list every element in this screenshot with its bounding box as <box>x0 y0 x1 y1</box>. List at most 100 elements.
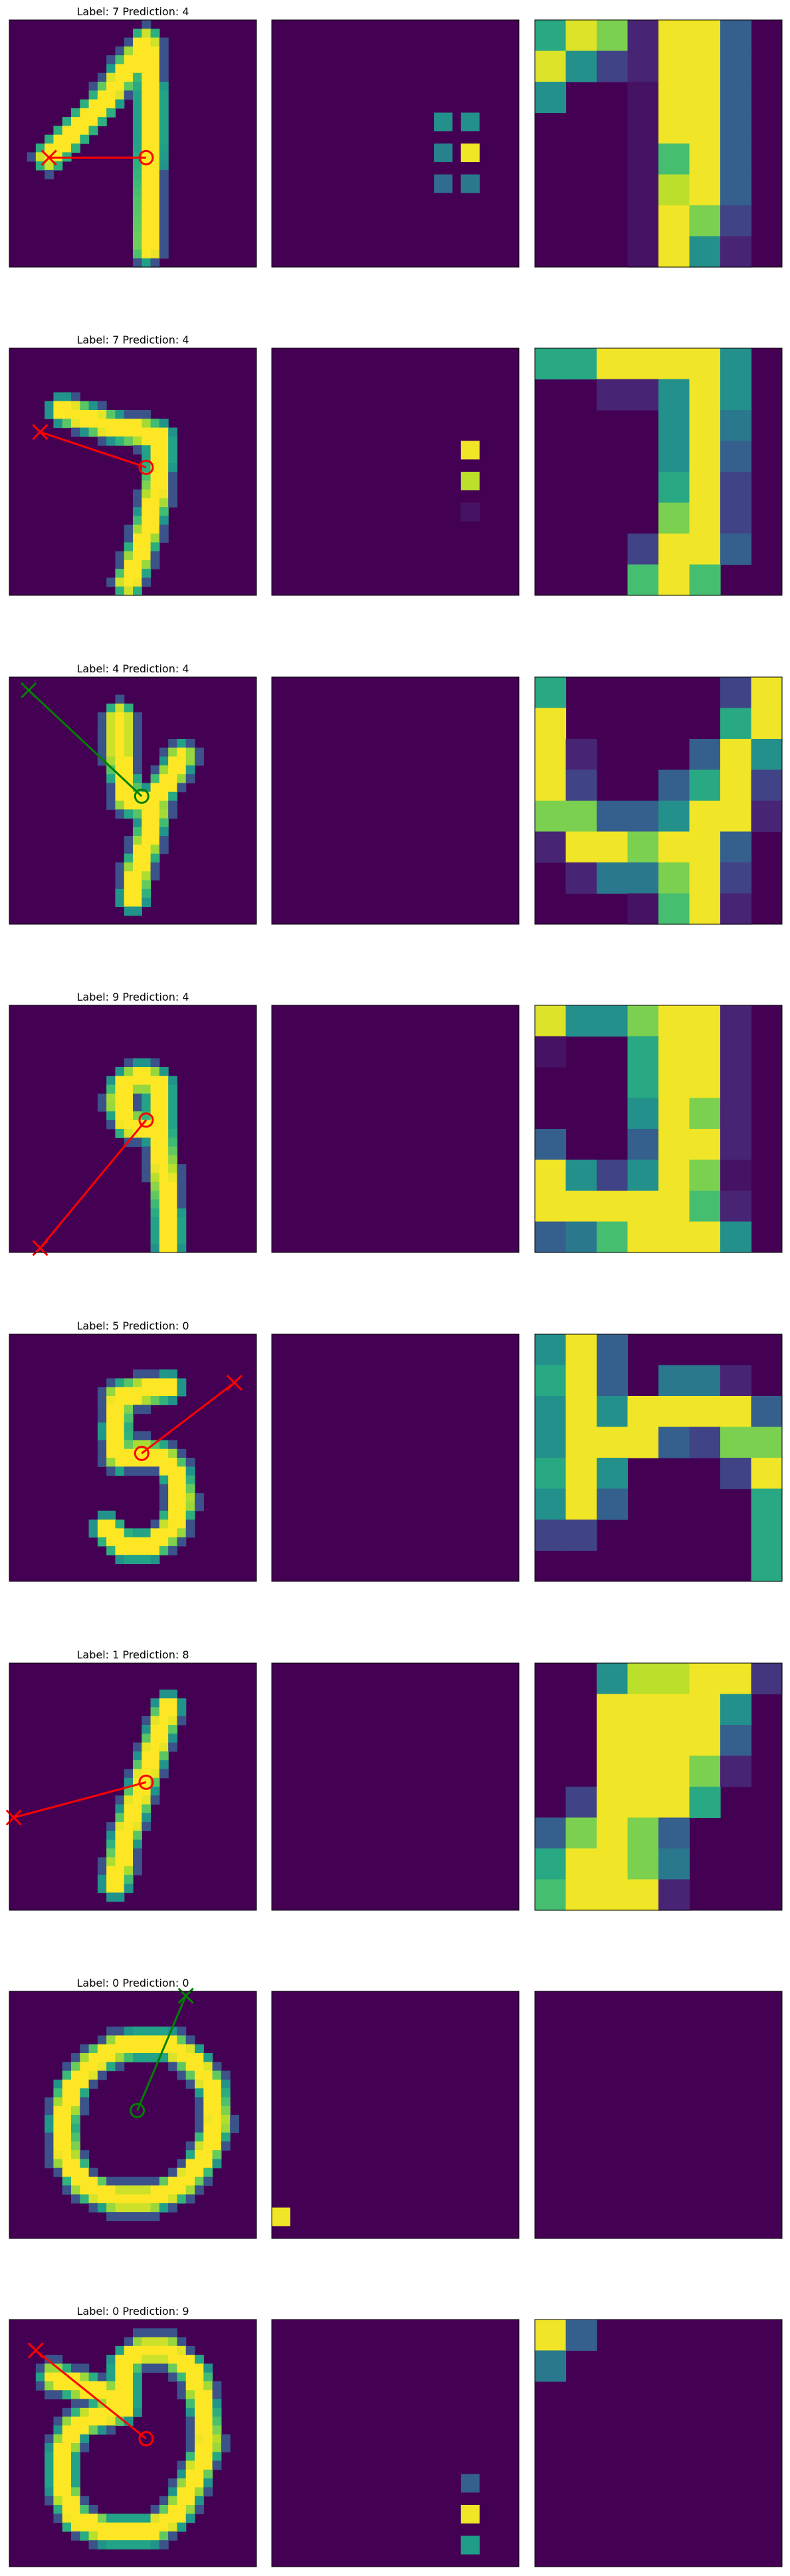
pixel-cell <box>150 534 160 543</box>
pixel-cell <box>168 2203 178 2213</box>
zoom-cell <box>658 1787 690 1819</box>
input-image-panel <box>5 1662 257 1911</box>
pixel-cell <box>97 2514 107 2524</box>
pixel-cell <box>80 2522 90 2532</box>
pixel-cell <box>88 2079 98 2089</box>
zoom-cell <box>720 1427 752 1458</box>
zoom-cell <box>535 831 567 863</box>
pixel-cell <box>142 2363 151 2373</box>
pixel-cell <box>124 1431 134 1441</box>
pixel-cell <box>106 1892 116 1902</box>
pixel-cell <box>45 2487 54 2497</box>
zoom-cell <box>535 2350 567 2382</box>
pixel-cell <box>177 2345 187 2355</box>
pixel-cell <box>133 489 142 499</box>
zoom-cell <box>627 174 659 206</box>
pixel-cell <box>150 454 160 464</box>
pixel-cell <box>185 1493 195 1503</box>
pixel-cell <box>168 1520 178 1529</box>
pixel-cell <box>185 756 195 766</box>
pixel-cell <box>168 1120 178 1130</box>
pixel-cell <box>185 2407 195 2417</box>
zoom-cell <box>535 1427 567 1458</box>
zoom-cell <box>565 1005 597 1037</box>
zoom-cell <box>597 20 629 52</box>
panel-frame <box>9 347 257 596</box>
zoom-cell <box>689 1396 721 1428</box>
zoom-panel <box>534 19 783 268</box>
pixel-cell <box>53 2079 63 2089</box>
pixel-cell <box>106 1413 116 1423</box>
zoom-cell <box>597 1817 629 1849</box>
pixel-cell <box>124 2194 134 2204</box>
zoom-cell <box>627 236 659 268</box>
pixel-cell <box>177 1510 187 1520</box>
pixel-cell <box>133 258 142 268</box>
pixel-cell <box>53 401 63 411</box>
pixel-cell <box>159 836 169 846</box>
pixel-cell <box>159 809 169 819</box>
pixel-cell <box>142 1093 151 1103</box>
pixel-cell <box>195 2132 204 2142</box>
zoom-cell <box>658 1663 690 1695</box>
pixel-cell <box>62 2159 72 2169</box>
zoom-cell <box>689 1159 721 1191</box>
pixel-cell <box>115 2035 125 2045</box>
pixel-cell <box>142 1751 151 1761</box>
pixel-cell <box>62 2115 72 2124</box>
panel-frame <box>534 2319 783 2567</box>
pixel-cell <box>80 2417 90 2427</box>
pixel-cell <box>80 2505 90 2514</box>
pixel-cell <box>142 152 151 162</box>
panel-frame <box>271 1662 520 1911</box>
zoom-cell <box>720 1067 752 1099</box>
pixel-cell <box>133 29 142 39</box>
pixel-cell <box>133 524 142 534</box>
zoom-cell <box>720 472 752 504</box>
zoom-cell <box>720 50 752 82</box>
pixel-cell <box>124 1528 134 1538</box>
pixel-cell <box>133 827 142 837</box>
pixel-cell <box>62 2363 72 2373</box>
pixel-cell <box>106 1387 116 1397</box>
pixel-cell <box>177 1707 187 1717</box>
pixel-cell <box>133 888 142 898</box>
pixel-cell <box>185 2460 195 2470</box>
pixel-cell <box>159 1537 169 1547</box>
pixel-cell <box>133 712 142 722</box>
pixel-cell <box>53 2487 63 2497</box>
pixel-cell <box>177 1208 187 1218</box>
pixel-cell <box>168 1545 178 1555</box>
pixel-cell <box>133 542 142 552</box>
pixel-cell <box>212 2132 222 2142</box>
pixel-cell <box>159 1396 169 1405</box>
pixel-cell <box>177 1475 187 1485</box>
pixel-cell <box>150 1226 160 1236</box>
pixel-cell <box>150 108 160 118</box>
figure-row <box>9 347 783 596</box>
pixel-cell <box>133 2185 142 2195</box>
pixel-cell <box>133 1387 142 1397</box>
pixel-cell <box>150 551 160 561</box>
pixel-cell <box>71 2417 80 2427</box>
pixel-cell <box>150 2514 160 2524</box>
pixel-cell <box>97 2194 107 2204</box>
pixel-cell <box>168 1537 178 1547</box>
pixel-cell <box>71 2407 80 2417</box>
zoom-cell <box>720 205 752 237</box>
zoom-cell <box>535 1458 567 1490</box>
pixel-cell <box>142 559 151 569</box>
zoom-cell <box>751 1550 783 1582</box>
pixel-cell <box>88 2185 98 2195</box>
zoom-cell <box>689 534 721 565</box>
zoom-cell <box>658 348 690 380</box>
pixel-cell <box>150 2505 160 2514</box>
pixel-cell <box>159 1243 169 1253</box>
pixel-cell <box>150 1787 160 1796</box>
zoom-cell <box>658 502 690 534</box>
pixel-cell <box>142 853 151 863</box>
pixel-cell <box>185 2372 195 2382</box>
pixel-cell <box>45 2390 54 2400</box>
zoom-cell <box>720 1159 752 1191</box>
pixel-cell <box>159 2337 169 2347</box>
